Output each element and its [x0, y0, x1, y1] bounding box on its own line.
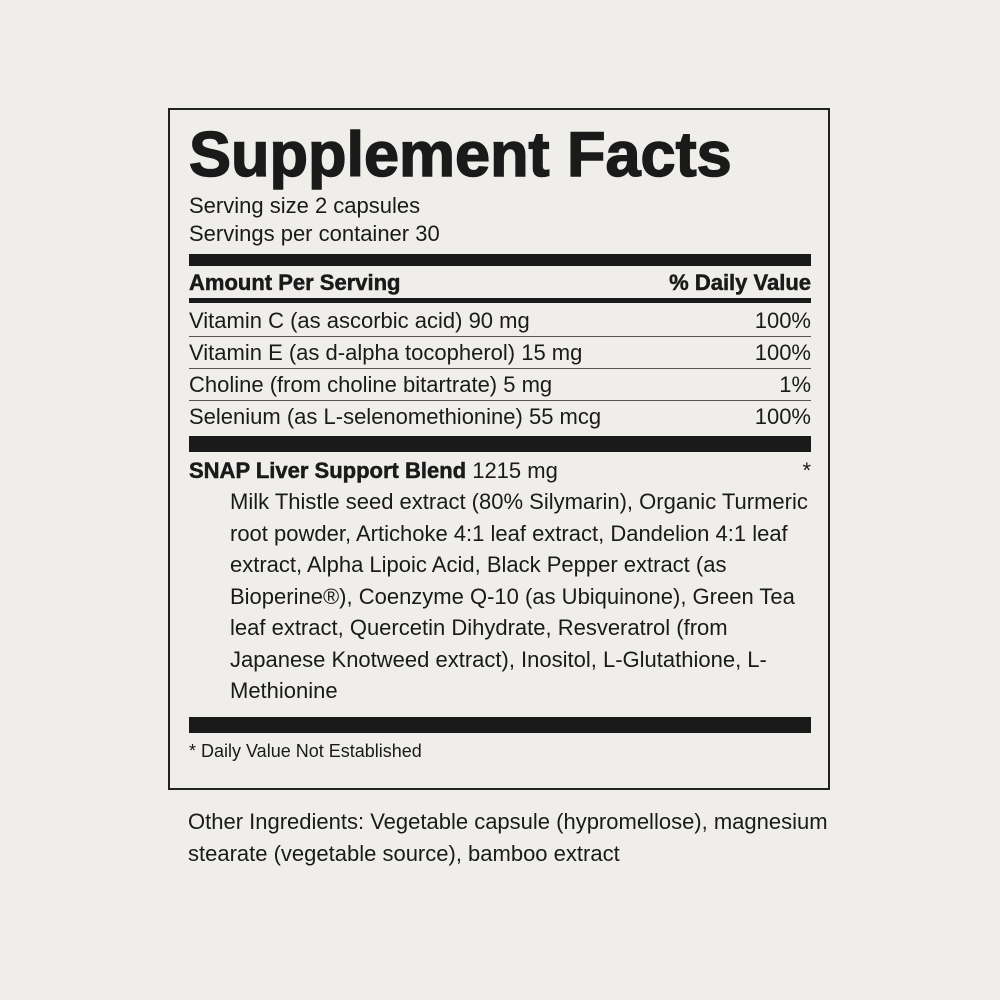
nutrient-row: Vitamin E (as d-alpha tocopherol) 15 mg 1… — [189, 337, 811, 369]
servings-per-container: Servings per container 30 — [189, 221, 440, 246]
nutrient-name: Vitamin C (as ascorbic acid) 90 mg — [189, 308, 530, 333]
nutrient-name: Choline (from choline bitartrate) 5 mg — [189, 372, 553, 397]
nutrient-dv: 100% — [754, 404, 811, 429]
nutrient-row: Vitamin C (as ascorbic acid) 90 mg 100% — [189, 305, 811, 337]
nutrient-name: Vitamin E (as d-alpha tocopherol) 15 mg — [189, 340, 583, 365]
blend-amount: 1215 mg — [472, 458, 558, 483]
divider — [189, 716, 811, 733]
blend-row: SNAP Liver Support Blend 1215 mg * — [189, 456, 811, 486]
nutrient-name: Selenium (as L-selenomethionine) 55 mcg — [189, 404, 602, 429]
blend-name: SNAP Liver Support Blend — [189, 458, 467, 484]
other-ingredients: Other Ingredients: Vegetable capsule (hy… — [188, 809, 828, 866]
nutrient-dv: 1% — [779, 372, 811, 397]
divider — [189, 436, 811, 452]
amount-header: Amount Per Serving — [189, 270, 401, 296]
footnote: * Daily Value Not Established — [189, 740, 422, 761]
nutrient-row: Selenium (as L-selenomethionine) 55 mcg 1… — [189, 401, 811, 432]
nutrient-dv: 100% — [754, 340, 811, 365]
nutrient-dv: 100% — [754, 308, 811, 333]
supplement-facts-panel: Supplement Facts Serving size 2 capsules… — [168, 108, 830, 790]
dv-header: % Daily Value — [669, 270, 811, 296]
serving-size: Serving size 2 capsules — [189, 193, 421, 218]
divider — [189, 254, 811, 266]
title: Supplement Facts — [188, 119, 732, 191]
nutrient-row: Choline (from choline bitartrate) 5 mg 1% — [189, 369, 811, 401]
blend-dv: * — [802, 458, 811, 483]
blend-ingredients: Milk Thistle seed extract (80% Silymarin… — [230, 489, 808, 703]
nutrient-list: Vitamin C (as ascorbic acid) 90 mg 100% V… — [189, 303, 811, 432]
table-header: Amount Per Serving % Daily Value — [189, 266, 811, 303]
